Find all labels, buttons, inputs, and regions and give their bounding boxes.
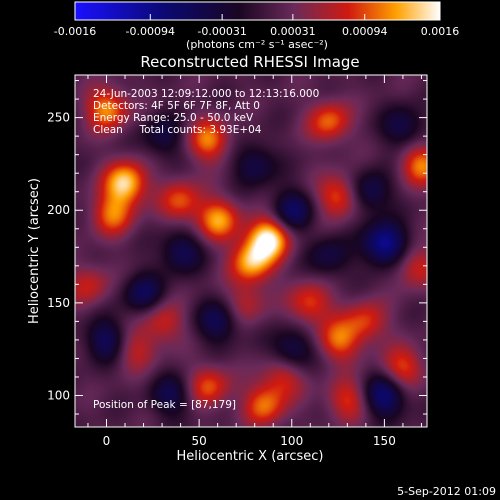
plot-frame <box>74 74 428 428</box>
peak-position-label: Position of Peak = [87,179] <box>93 399 236 411</box>
colorbar-tick-label: 0.0016 <box>421 25 460 38</box>
colorbar-gradient <box>74 1 441 21</box>
footer-date: 5-Sep-2012 01:09 <box>397 485 496 498</box>
x-tick-label: 0 <box>103 434 111 448</box>
annotation-detectors: Detectors: 4F 5F 6F 7F 8F, Att 0 <box>93 100 260 112</box>
image-plot: 0 50 100 150 100 150 200 250 <box>47 74 428 448</box>
y-tick-label: 150 <box>47 296 70 310</box>
x-axis-label: Heliocentric X (arcsec) <box>177 449 324 464</box>
y-tick-label: 250 <box>47 111 70 125</box>
annotation-clean: Clean Total counts: 3.93E+04 <box>93 124 262 136</box>
colorbar-tick-label: -0.0016 <box>54 25 96 38</box>
annotation-energy: Energy Range: 25.0 - 50.0 keV <box>93 112 254 124</box>
x-tick-label: 50 <box>191 434 206 448</box>
heatmap-image <box>75 75 427 427</box>
colorbar-tick-label: 0.00031 <box>270 25 316 38</box>
annotation-time-range: 24-Jun-2003 12:09:12.000 to 12:13:16.000 <box>93 88 319 100</box>
annotation-block: 24-Jun-2003 12:09:12.000 to 12:13:16.000… <box>93 88 319 136</box>
x-tick-label: 100 <box>280 434 303 448</box>
chart-title: Reconstructed RHESSI Image <box>140 53 359 71</box>
x-tick-label: 150 <box>373 434 396 448</box>
y-tick-label: 100 <box>47 389 70 403</box>
colorbar: -0.0016 -0.00094 -0.00031 0.00031 0.00094 0.0… <box>54 1 459 51</box>
y-tick-label: 200 <box>47 203 70 217</box>
colorbar-tick-label: -0.00031 <box>197 25 246 38</box>
colorbar-ticks: -0.0016 -0.00094 -0.00031 0.00031 0.00094 0.0… <box>54 14 459 38</box>
colorbar-tick-label: -0.00094 <box>126 25 175 38</box>
colorbar-tick-label: 0.00094 <box>342 25 388 38</box>
colorbar-unit-label: (photons cm⁻² s⁻¹ asec⁻²) <box>186 38 328 51</box>
y-axis-label: Heliocentric Y (arcsec) <box>27 178 42 324</box>
axis-ticks: 0 50 100 150 100 150 200 250 <box>47 75 427 448</box>
